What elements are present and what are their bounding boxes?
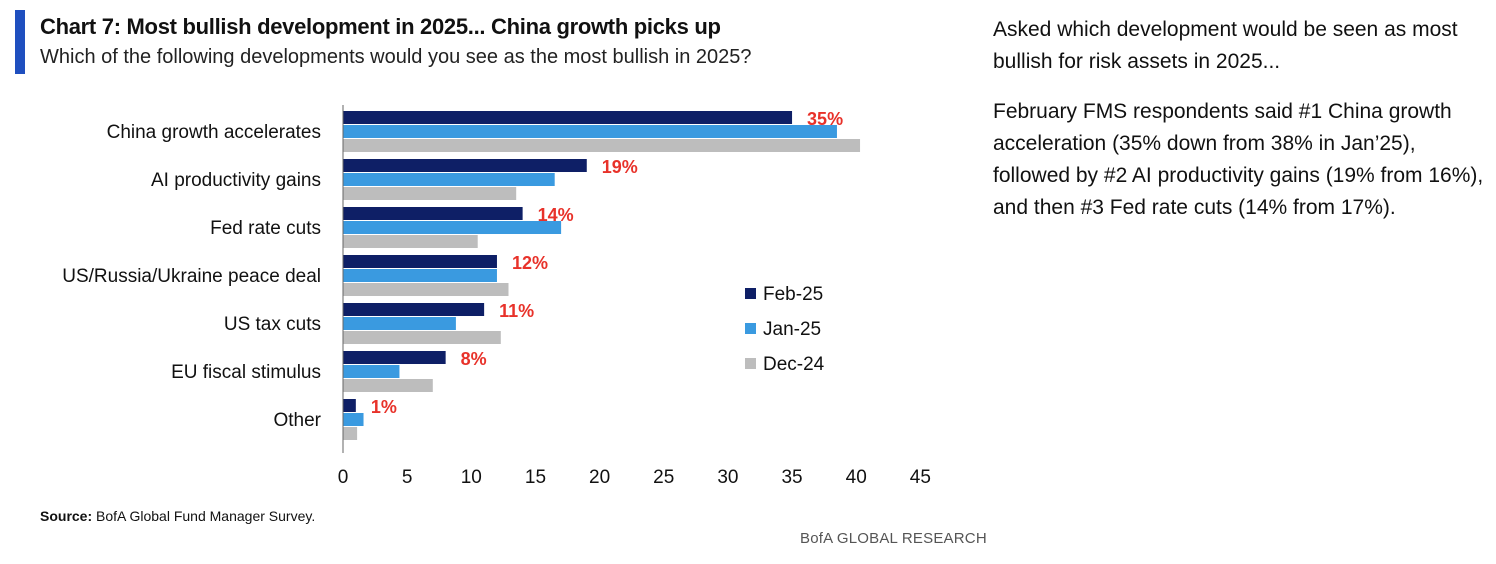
x-tick-label: 20 xyxy=(589,467,610,488)
category-label: Other xyxy=(273,410,321,431)
category-label: US/Russia/Ukraine peace deal xyxy=(62,266,321,287)
commentary-paragraph-2: February FMS respondents said #1 China g… xyxy=(993,100,1484,219)
x-tick-label: 0 xyxy=(338,467,349,488)
bar-jan-25 xyxy=(343,173,555,186)
x-tick-label: 25 xyxy=(653,467,674,488)
chart-title: Chart 7: Most bullish development in 202… xyxy=(40,14,721,39)
data-label: 11% xyxy=(499,301,534,321)
x-tick-label: 45 xyxy=(910,467,931,488)
bar-feb-25 xyxy=(343,399,356,412)
legend-label: Feb-25 xyxy=(763,284,823,305)
x-tick-label: 5 xyxy=(402,467,413,488)
x-tick-label: 10 xyxy=(461,467,482,488)
x-tick-label: 35 xyxy=(781,467,802,488)
legend-label: Dec-24 xyxy=(763,354,825,375)
bar-feb-25 xyxy=(343,159,587,172)
bar-dec-24 xyxy=(343,187,517,200)
bar-jan-25 xyxy=(343,125,837,138)
data-label: 19% xyxy=(602,157,638,177)
chart-subtitle: Which of the following developments woul… xyxy=(40,46,752,68)
data-label: 8% xyxy=(461,349,487,369)
data-label: 1% xyxy=(371,397,397,417)
category-label: EU fiscal stimulus xyxy=(171,362,321,383)
bar-dec-24 xyxy=(343,427,358,440)
bar-jan-25 xyxy=(343,413,364,426)
x-tick-label: 30 xyxy=(717,467,738,488)
bar-feb-25 xyxy=(343,351,446,364)
bar-feb-25 xyxy=(343,255,497,268)
source-label: Source: xyxy=(40,508,93,524)
x-tick-label: 40 xyxy=(846,467,867,488)
bar-dec-24 xyxy=(343,283,509,296)
brand-footer: BofA GLOBAL RESEARCH xyxy=(800,530,987,547)
category-label: China growth accelerates xyxy=(107,122,321,143)
data-label: 35% xyxy=(807,109,843,129)
bar-dec-24 xyxy=(343,139,861,152)
bar-jan-25 xyxy=(343,269,497,282)
bar-dec-24 xyxy=(343,331,501,344)
bar-feb-25 xyxy=(343,111,793,124)
source-note: Source: BofA Global Fund Manager Survey. xyxy=(40,508,315,524)
bar-feb-25 xyxy=(343,303,485,316)
legend-label: Jan-25 xyxy=(763,319,821,340)
bar-jan-25 xyxy=(343,317,456,330)
commentary-paragraph-1: Asked which development would be seen as… xyxy=(993,18,1458,73)
bar-jan-25 xyxy=(343,365,400,378)
legend-swatch xyxy=(745,323,756,334)
category-label: Fed rate cuts xyxy=(210,218,321,239)
data-label: 14% xyxy=(538,205,574,225)
bar-chart: China growth accelerates 35% AI productivi… xyxy=(62,105,931,488)
legend-swatch xyxy=(745,358,756,369)
bar-jan-25 xyxy=(343,221,562,234)
bar-dec-24 xyxy=(343,235,478,248)
source-text: BofA Global Fund Manager Survey. xyxy=(96,508,316,524)
bar-feb-25 xyxy=(343,207,523,220)
title-accent-bar xyxy=(15,10,25,74)
bar-dec-24 xyxy=(343,379,433,392)
data-label: 12% xyxy=(512,253,548,273)
category-label: AI productivity gains xyxy=(151,170,321,191)
category-label: US tax cuts xyxy=(224,314,321,335)
x-tick-label: 15 xyxy=(525,467,546,488)
legend-swatch xyxy=(745,288,756,299)
